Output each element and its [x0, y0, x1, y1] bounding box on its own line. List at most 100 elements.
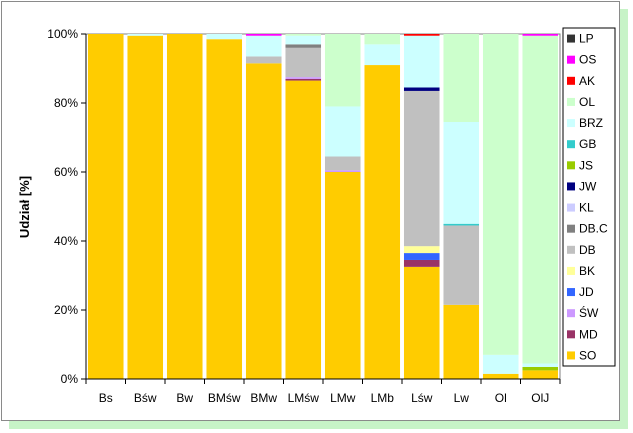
bar-stacks: [87, 34, 559, 380]
legend-swatch-KL: [567, 203, 575, 212]
bar-segment-LMb-BRZ: [364, 44, 401, 66]
bar-segment-LMśw-ŚW: [285, 77, 322, 79]
x-tick-label: Ol: [495, 391, 507, 405]
legend-label-DB.C: DB.C: [579, 222, 608, 236]
x-tick-label: BMśw: [208, 391, 241, 405]
legend-label-BRZ: BRZ: [579, 116, 603, 130]
legend-label-DB: DB: [579, 243, 596, 257]
bar-segment-Lśw-MD: [403, 259, 440, 267]
bar-segment-OlJ-OL: [522, 35, 559, 364]
y-tick-label: 40%: [54, 234, 78, 248]
bar-segment-LMw-SO: [324, 172, 361, 379]
bar-segment-Bśw-BRZ: [127, 34, 164, 36]
legend-swatch-LP: [567, 34, 575, 43]
x-tick-label: LMb: [371, 391, 395, 405]
bar-segment-LMw-BRZ: [324, 106, 361, 157]
x-tick-label: Bw: [176, 391, 193, 405]
y-tick-label: 60%: [54, 165, 78, 179]
bar-segment-OlJ-OS: [522, 34, 559, 36]
bar-segment-OlJ-JS: [522, 366, 559, 371]
legend-label-AK: AK: [579, 74, 595, 88]
bar-segment-Bw-SO: [166, 34, 203, 379]
bar-segment-BMw-SO: [245, 63, 282, 379]
bar-segment-Lw-GB: [443, 223, 480, 226]
legend-swatch-GB: [567, 140, 575, 149]
bar-segment-Lw-SO: [443, 304, 480, 379]
legend-swatch-MD: [567, 330, 575, 339]
bar-segment-Bśw-SO: [127, 35, 164, 379]
bar-segment-LMw-ŚW: [324, 170, 361, 172]
legend-swatch-OS: [567, 55, 575, 64]
bar-segment-LMb-SO: [364, 65, 401, 380]
legend-label-MD: MD: [579, 327, 598, 341]
legend-label-BK: BK: [579, 264, 595, 278]
legend-swatch-DB.C: [567, 224, 575, 233]
bar-segment-BMw-OS: [245, 34, 282, 36]
y-axis-label: Udział [%]: [17, 176, 32, 238]
bar-segment-Lśw-BRZ: [403, 35, 440, 88]
bar-segment-Lw-OL: [443, 34, 480, 122]
legend-label-OL: OL: [579, 95, 595, 109]
x-tick-label: Bśw: [134, 391, 157, 405]
legend-swatch-DB: [567, 245, 575, 254]
legend-swatch-BRZ: [567, 119, 575, 128]
bar-segment-LMw-DB: [324, 156, 361, 171]
legend-label-LP: LP: [579, 32, 594, 46]
x-axis: Bs Bśw Bw BMśw BMw LMśw LMw LMb Lśw Lw Ol OlJ: [85, 378, 561, 405]
legend-swatch-ŚW: [567, 309, 575, 318]
bar-segment-BMśw-SO: [206, 39, 243, 380]
bar-segment-LMw-OL: [324, 34, 361, 107]
x-tick-label: BMw: [250, 391, 277, 405]
bar-segment-Lśw-DB: [403, 90, 440, 247]
y-tick-label: 80%: [54, 96, 78, 110]
bar-segment-BMśw-BRZ: [206, 34, 243, 40]
legend-swatch-OL: [567, 97, 575, 106]
bar-segment-Bs-SO: [87, 34, 124, 379]
legend-label-JW: JW: [579, 179, 597, 193]
y-tick-label: 100%: [47, 27, 78, 41]
bar-segment-Ol-SO: [482, 373, 519, 379]
legend: LP OS AK OL BRZ GB JS JW KL DB.C DB BK JD ŚW MD SO: [562, 27, 616, 367]
chart-area: 0% 20% 40% 60% 80% 100% Bs Bśw Bw BMśw BMw LMśw LMw…: [1, 1, 620, 421]
legend-label-ŚW: ŚW: [579, 305, 599, 320]
legend-swatch-AK: [567, 76, 575, 85]
plot-area: [85, 33, 561, 380]
bar-segment-Lśw-JW: [403, 87, 440, 91]
bar-segment-LMśw-DB.C: [285, 44, 322, 48]
bar-segment-Lśw-BK: [403, 246, 440, 254]
bar-segment-LMśw-DB: [285, 47, 322, 78]
legend-swatch-JS: [567, 161, 575, 170]
legend-label-JS: JS: [579, 158, 593, 172]
bar-segment-BMw-BRZ: [245, 35, 282, 57]
x-tick-label: Lśw: [411, 391, 433, 405]
legend-label-JD: JD: [579, 285, 594, 299]
bar-segment-LMśw-MD: [285, 78, 322, 81]
bar-segment-Lśw-AK: [403, 34, 440, 36]
legend-swatch-JD: [567, 288, 575, 297]
y-tick-label: 0%: [61, 372, 79, 386]
legend-swatch-JW: [567, 182, 575, 191]
bar-segment-LMśw-OL: [285, 34, 322, 36]
legend-label-SO: SO: [579, 348, 596, 362]
x-tick-label: LMw: [330, 391, 356, 405]
bar-segment-LMśw-SO: [285, 80, 322, 379]
bar-segment-Ol-BRZ: [482, 354, 519, 374]
legend-swatch-BK: [567, 266, 575, 275]
bar-segment-Lw-BRZ: [443, 121, 480, 224]
bar-segment-LMśw-BRZ: [285, 35, 322, 45]
bar-segment-Lw-DB: [443, 225, 480, 305]
bar-segment-OlJ-BRZ: [522, 363, 559, 367]
bar-segment-Lśw-SO: [403, 266, 440, 380]
bar-segment-Lśw-JD: [403, 253, 440, 260]
bar-segment-Ol-OL: [482, 34, 519, 355]
x-tick-label: Bs: [99, 391, 113, 405]
legend-swatch-SO: [567, 351, 575, 360]
y-axis: 0% 20% 40% 60% 80% 100%: [47, 27, 87, 386]
y-tick-label: 20%: [54, 303, 78, 317]
stacked-bar-chart: 0% 20% 40% 60% 80% 100% Bs Bśw Bw BMśw BMw LMśw LMw…: [17, 27, 616, 405]
bar-segment-OlJ-SO: [522, 370, 559, 380]
x-tick-label: LMśw: [288, 391, 320, 405]
x-tick-label: Lw: [454, 391, 470, 405]
bar-segment-LMb-OL: [364, 34, 401, 45]
legend-label-KL: KL: [579, 201, 594, 215]
